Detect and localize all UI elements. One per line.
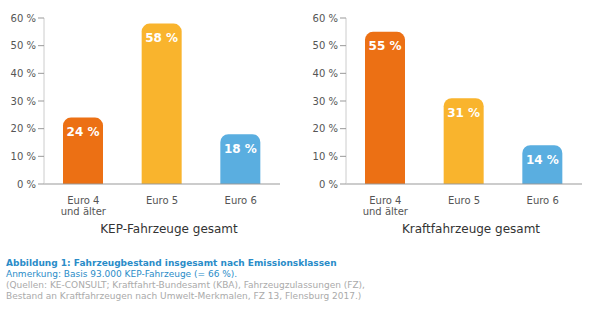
svg-text:30 %: 30 % [11, 96, 36, 107]
svg-text:Euro 6: Euro 6 [527, 195, 559, 206]
svg-text:20 %: 20 % [313, 123, 338, 134]
svg-text:0 %: 0 % [17, 179, 36, 190]
svg-text:60 %: 60 % [11, 13, 36, 24]
svg-text:24 %: 24 % [67, 125, 100, 139]
svg-text:60 %: 60 % [313, 13, 338, 24]
svg-text:und älter: und älter [363, 206, 409, 217]
svg-text:58 %: 58 % [145, 31, 178, 45]
svg-text:31 %: 31 % [447, 106, 480, 120]
svg-text:10 %: 10 % [11, 151, 36, 162]
svg-text:0 %: 0 % [319, 179, 338, 190]
svg-text:Euro 6: Euro 6 [225, 195, 257, 206]
svg-text:Euro 5: Euro 5 [146, 195, 178, 206]
svg-text:10 %: 10 % [313, 151, 338, 162]
svg-text:18 %: 18 % [224, 142, 257, 156]
html-text:Kraftfahrzeuge gesamt: Kraftfahrzeuge gesamt [402, 222, 540, 236]
html-text:(Quellen: KE-CONSULT; Kraftfah: (Quellen: KE-CONSULT; Kraftfahrt-Bundesa… [6, 280, 365, 290]
svg-text:Euro 5: Euro 5 [448, 195, 480, 206]
svg-text:14 %: 14 % [526, 153, 559, 167]
svg-text:und älter: und älter [61, 206, 107, 217]
html-text:Abbildung 1: Fahrzeugbestand i: Abbildung 1: Fahrzeugbestand insgesamt n… [6, 258, 337, 268]
svg-text:Euro 4: Euro 4 [67, 195, 99, 206]
html-text:Anmerkung: Basis 93.000 KEP-Fa: Anmerkung: Basis 93.000 KEP-Fahrzeuge (=… [6, 269, 238, 279]
svg-text:50 %: 50 % [313, 40, 338, 51]
svg-text:40 %: 40 % [313, 68, 338, 79]
svg-text:20 %: 20 % [11, 123, 36, 134]
svg-text:30 %: 30 % [313, 96, 338, 107]
svg-text:40 %: 40 % [11, 68, 36, 79]
html-text:Bestand an Kraftfahrzeugen nac: Bestand an Kraftfahrzeugen nach Umwelt-M… [6, 291, 362, 301]
svg-text:55 %: 55 % [369, 39, 402, 53]
svg-text:50 %: 50 % [11, 40, 36, 51]
html-text:KEP-Fahrzeuge gesamt: KEP-Fahrzeuge gesamt [100, 222, 238, 236]
svg-text:Euro 4: Euro 4 [369, 195, 401, 206]
